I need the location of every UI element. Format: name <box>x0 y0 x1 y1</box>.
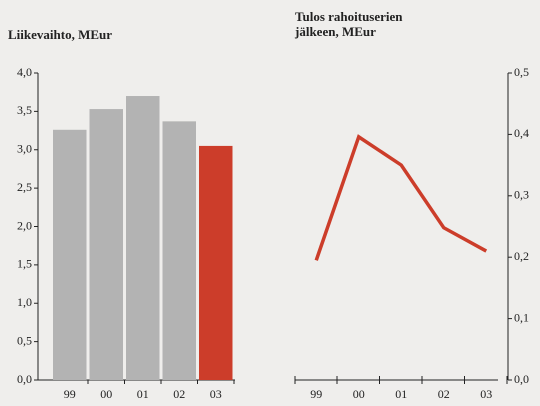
y2-tick-label: 0,0 <box>514 372 529 386</box>
y-tick-label: 0,5 <box>17 333 32 347</box>
y2-tick-label: 0,1 <box>514 310 529 324</box>
x-tick-label: 01 <box>395 387 407 401</box>
x-tick-label: 00 <box>353 387 365 401</box>
x-tick-label: 01 <box>137 387 149 401</box>
chart-title: jälkeen, MEur <box>294 24 376 39</box>
y2-tick-label: 0,4 <box>514 126 529 140</box>
x-tick-label: 03 <box>210 387 222 401</box>
line <box>314 134 488 261</box>
bar <box>199 145 233 380</box>
bar <box>162 121 196 380</box>
y-tick-label: 3,0 <box>17 142 32 156</box>
x-tick-label: 99 <box>310 387 322 401</box>
y-tick-label: 1,5 <box>17 257 32 271</box>
y-tick-label: 1,0 <box>17 295 32 309</box>
bar <box>89 109 123 380</box>
x-tick-label: 02 <box>173 387 185 401</box>
y2-tick-label: 0,3 <box>514 188 529 202</box>
y-tick-label: 0,0 <box>17 372 32 386</box>
y-tick-label: 2,5 <box>17 180 32 194</box>
x-tick-label: 03 <box>480 387 492 401</box>
y-tick-label: 2,0 <box>17 218 32 232</box>
x-tick-label: 00 <box>100 387 112 401</box>
y2-tick-label: 0,5 <box>514 65 529 79</box>
y2-tick-label: 0,2 <box>514 249 529 263</box>
y-tick-label: 3,5 <box>17 103 32 117</box>
x-tick-label: 02 <box>438 387 450 401</box>
bar <box>53 129 87 380</box>
y-tick-label: 4,0 <box>17 65 32 79</box>
chart-title: Liikevaihto, MEur <box>8 27 112 42</box>
chart-title: Tulos rahoituserien <box>295 9 403 24</box>
x-tick-label: 99 <box>64 387 76 401</box>
bar <box>126 96 160 381</box>
